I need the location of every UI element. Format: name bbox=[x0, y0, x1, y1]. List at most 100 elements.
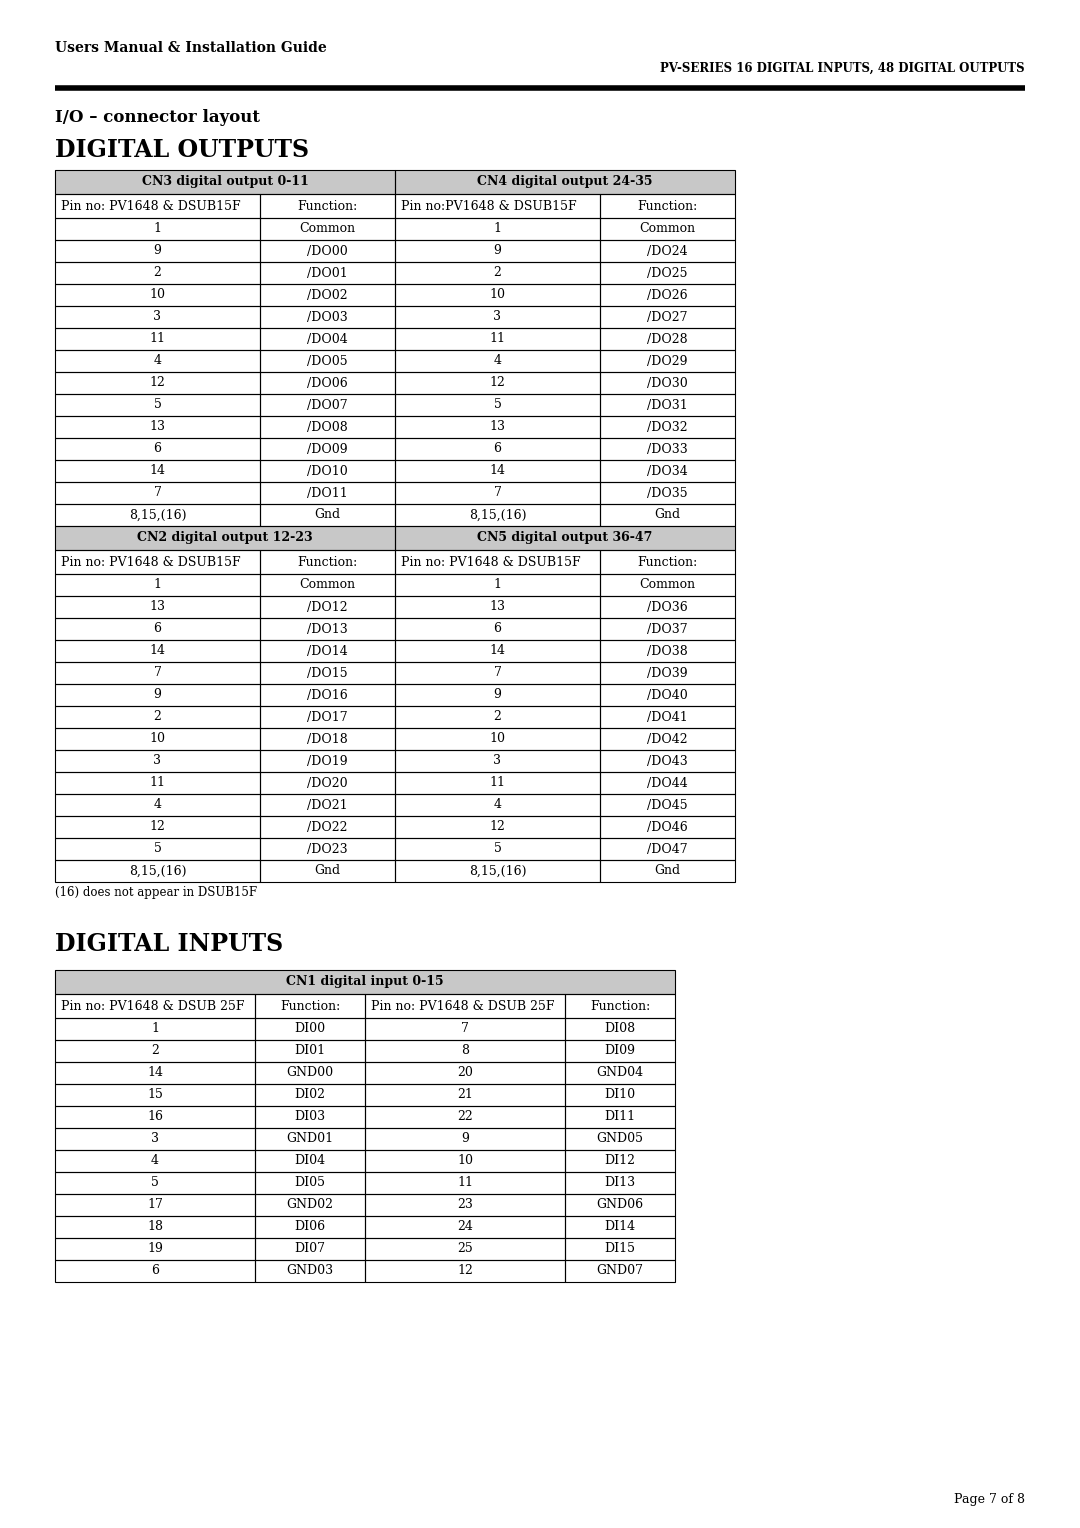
Bar bbox=[55, 526, 395, 550]
Bar bbox=[260, 306, 395, 329]
Text: Gnd: Gnd bbox=[654, 865, 680, 877]
Text: 2: 2 bbox=[153, 266, 161, 280]
Bar bbox=[565, 1193, 675, 1216]
Bar bbox=[260, 750, 395, 772]
Text: 9: 9 bbox=[153, 689, 161, 701]
Bar bbox=[260, 460, 395, 481]
Text: 1: 1 bbox=[153, 579, 162, 591]
Bar bbox=[365, 1062, 565, 1083]
Text: Common: Common bbox=[639, 223, 696, 235]
Text: 5: 5 bbox=[153, 399, 161, 411]
Bar bbox=[255, 1261, 365, 1282]
Bar bbox=[565, 995, 675, 1018]
Text: 11: 11 bbox=[149, 333, 165, 345]
Bar bbox=[395, 596, 600, 617]
Text: Pin no: PV1648 & DSUB15F: Pin no: PV1648 & DSUB15F bbox=[60, 556, 241, 568]
Text: 6: 6 bbox=[151, 1265, 159, 1277]
Bar bbox=[365, 1128, 565, 1151]
Bar bbox=[260, 329, 395, 350]
Bar bbox=[365, 1238, 565, 1261]
Bar bbox=[55, 240, 260, 261]
Text: /DO43: /DO43 bbox=[647, 755, 688, 767]
Text: CN4 digital output 24-35: CN4 digital output 24-35 bbox=[477, 176, 652, 188]
Text: Pin no: PV1648 & DSUB 25F: Pin no: PV1648 & DSUB 25F bbox=[60, 999, 244, 1013]
Text: 5: 5 bbox=[494, 399, 501, 411]
Bar bbox=[55, 727, 260, 750]
Text: 6: 6 bbox=[494, 622, 501, 636]
Text: Common: Common bbox=[299, 223, 355, 235]
Bar bbox=[565, 1151, 675, 1172]
Text: /DO30: /DO30 bbox=[647, 376, 688, 390]
Bar bbox=[255, 1193, 365, 1216]
Text: 11: 11 bbox=[489, 333, 505, 345]
Text: Page 7 of 8: Page 7 of 8 bbox=[954, 1493, 1025, 1507]
Text: /DO37: /DO37 bbox=[647, 622, 688, 636]
Bar bbox=[260, 640, 395, 662]
Text: /DO36: /DO36 bbox=[647, 601, 688, 614]
Text: 3: 3 bbox=[494, 310, 501, 324]
Bar bbox=[55, 481, 260, 504]
Bar bbox=[600, 685, 735, 706]
Bar bbox=[55, 550, 260, 575]
Text: Gnd: Gnd bbox=[314, 865, 340, 877]
Bar bbox=[565, 1083, 675, 1106]
Text: 11: 11 bbox=[457, 1177, 473, 1189]
Bar bbox=[395, 706, 600, 727]
Text: 12: 12 bbox=[457, 1265, 473, 1277]
Text: (16) does not appear in DSUB15F: (16) does not appear in DSUB15F bbox=[55, 886, 257, 898]
Bar bbox=[395, 350, 600, 371]
Bar bbox=[55, 460, 260, 481]
Bar bbox=[395, 640, 600, 662]
Bar bbox=[365, 1193, 565, 1216]
Bar bbox=[55, 394, 260, 416]
Bar bbox=[395, 662, 600, 685]
Text: /DO08: /DO08 bbox=[307, 420, 348, 434]
Text: /DO22: /DO22 bbox=[307, 821, 348, 833]
Text: /DO28: /DO28 bbox=[647, 333, 688, 345]
Text: 7: 7 bbox=[494, 486, 501, 500]
Text: 2: 2 bbox=[151, 1045, 159, 1057]
Bar bbox=[600, 550, 735, 575]
Text: /DO24: /DO24 bbox=[647, 244, 688, 258]
Bar bbox=[395, 617, 600, 640]
Text: /DO15: /DO15 bbox=[307, 666, 348, 680]
Bar bbox=[55, 1041, 255, 1062]
Text: /DO05: /DO05 bbox=[307, 354, 348, 368]
Bar bbox=[600, 706, 735, 727]
Bar bbox=[600, 306, 735, 329]
Text: 4: 4 bbox=[494, 799, 501, 811]
Bar bbox=[600, 750, 735, 772]
Text: Function:: Function: bbox=[590, 999, 650, 1013]
Text: /DO46: /DO46 bbox=[647, 821, 688, 833]
Bar bbox=[365, 1151, 565, 1172]
Bar bbox=[55, 1261, 255, 1282]
Bar bbox=[260, 662, 395, 685]
Text: 1: 1 bbox=[151, 1022, 159, 1036]
Bar bbox=[260, 194, 395, 219]
Text: 6: 6 bbox=[153, 622, 162, 636]
Text: DI13: DI13 bbox=[605, 1177, 635, 1189]
Text: GND00: GND00 bbox=[286, 1067, 334, 1079]
Text: Function:: Function: bbox=[280, 999, 340, 1013]
Text: 10: 10 bbox=[149, 732, 165, 746]
Bar bbox=[260, 394, 395, 416]
Bar bbox=[55, 1193, 255, 1216]
Text: /DO02: /DO02 bbox=[307, 289, 348, 301]
Bar bbox=[260, 795, 395, 816]
Bar bbox=[600, 727, 735, 750]
Bar bbox=[600, 460, 735, 481]
Bar bbox=[600, 439, 735, 460]
Bar bbox=[600, 816, 735, 837]
Text: 11: 11 bbox=[149, 776, 165, 790]
Bar bbox=[600, 481, 735, 504]
Bar bbox=[255, 1018, 365, 1041]
Bar bbox=[55, 1083, 255, 1106]
Bar bbox=[565, 1238, 675, 1261]
Bar bbox=[260, 706, 395, 727]
Text: /DO01: /DO01 bbox=[307, 266, 348, 280]
Text: 14: 14 bbox=[147, 1067, 163, 1079]
Bar bbox=[55, 816, 260, 837]
Bar bbox=[395, 394, 600, 416]
Bar bbox=[600, 284, 735, 306]
Text: 10: 10 bbox=[457, 1155, 473, 1167]
